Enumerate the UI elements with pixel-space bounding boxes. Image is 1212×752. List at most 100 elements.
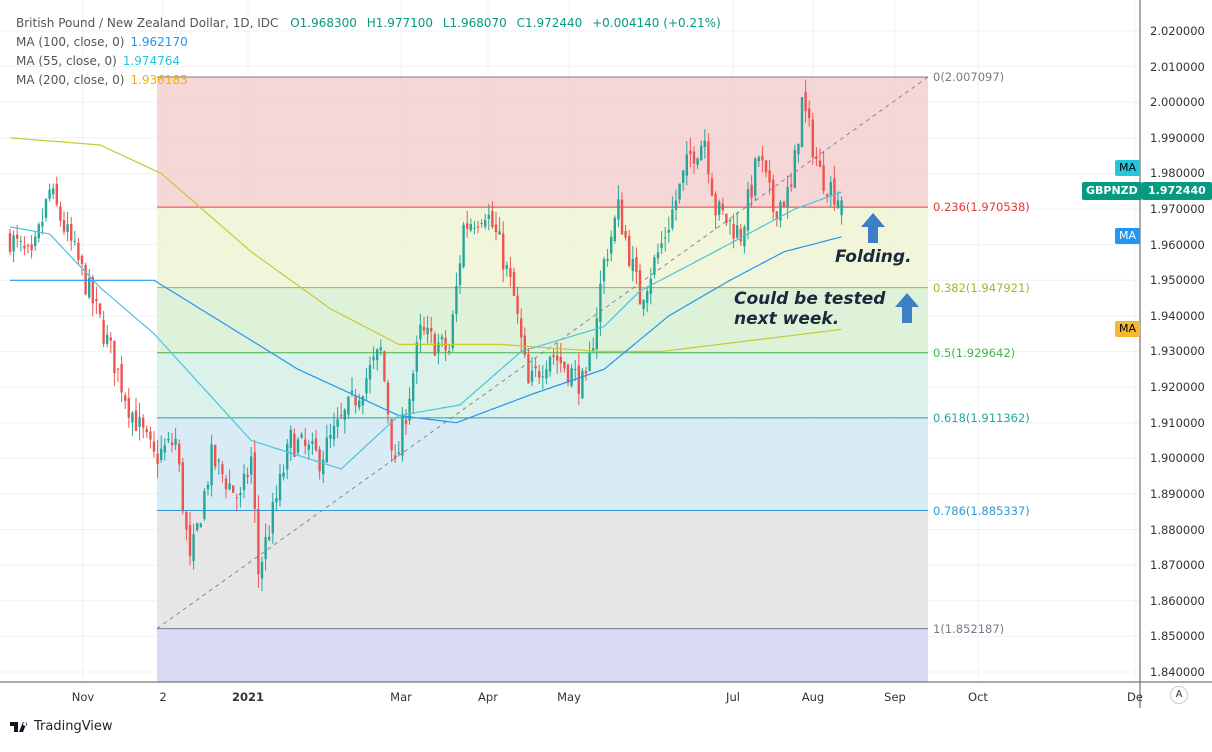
ma200-legend[interactable]: MA (200, close, 0) 1.936183 bbox=[16, 73, 188, 87]
candle-body bbox=[95, 299, 98, 301]
candle-body bbox=[664, 237, 667, 239]
candle-body bbox=[271, 501, 274, 534]
candle-body bbox=[710, 178, 714, 196]
candle-body bbox=[566, 364, 570, 383]
candle-body bbox=[804, 92, 807, 112]
candle-body bbox=[494, 224, 498, 233]
candle-body bbox=[419, 324, 422, 340]
candle-body bbox=[185, 512, 188, 530]
candle-body bbox=[365, 378, 368, 394]
candle-body bbox=[210, 444, 213, 486]
candle-body bbox=[448, 350, 451, 352]
time-tick-label: 2021 bbox=[231, 690, 265, 704]
candle-body bbox=[700, 145, 703, 161]
candle-body bbox=[660, 243, 663, 249]
candle-body bbox=[757, 157, 760, 162]
candle-body bbox=[253, 452, 256, 509]
ma100-price-tag: MA bbox=[1115, 228, 1141, 244]
candle-body bbox=[318, 449, 321, 472]
time-tick-label: Jul bbox=[726, 690, 740, 704]
fib-zone-1 bbox=[157, 628, 928, 682]
tradingview-logo[interactable]: TradingView bbox=[10, 719, 113, 734]
candle-body bbox=[282, 472, 285, 478]
candle-body bbox=[217, 460, 220, 462]
candle-body bbox=[358, 400, 361, 408]
annotation-folding[interactable]: Folding. bbox=[835, 247, 912, 267]
candle-body bbox=[808, 108, 811, 119]
candle-body bbox=[822, 165, 825, 192]
candle-body bbox=[354, 395, 357, 406]
candle-body bbox=[779, 202, 782, 221]
candle-body bbox=[250, 456, 253, 475]
close-value: C1.972440 bbox=[516, 16, 583, 30]
candle-body bbox=[610, 236, 613, 254]
candle-body bbox=[430, 328, 433, 332]
candle-body bbox=[746, 189, 750, 231]
high-value: H1.977100 bbox=[366, 16, 433, 30]
time-tick-label: Oct bbox=[968, 690, 988, 704]
candle-body bbox=[268, 536, 271, 540]
ma55-price-tag: MA bbox=[1115, 160, 1141, 176]
candle-body bbox=[408, 398, 411, 421]
candle-body bbox=[570, 368, 573, 386]
price-tick-label: 1.990000 bbox=[1150, 130, 1205, 145]
candle-body bbox=[678, 183, 681, 200]
candle-body bbox=[764, 160, 768, 173]
candle-body bbox=[48, 189, 51, 199]
candle-body bbox=[98, 303, 102, 315]
candle-body bbox=[343, 409, 346, 420]
candle-body bbox=[624, 231, 627, 238]
candle-body bbox=[286, 443, 289, 470]
ma55-legend[interactable]: MA (55, close, 0) 1.974764 bbox=[16, 54, 180, 68]
auto-scale-button[interactable]: A bbox=[1170, 686, 1188, 704]
candle-body bbox=[37, 224, 40, 239]
candle-body bbox=[116, 368, 120, 370]
candle-body bbox=[440, 336, 444, 340]
fib-zone-0.382 bbox=[157, 287, 928, 353]
candle-body bbox=[376, 349, 379, 361]
price-tick-label: 1.840000 bbox=[1150, 664, 1205, 679]
fib-label-1: 1(1.852187) bbox=[933, 621, 1005, 636]
candle-body bbox=[372, 356, 375, 361]
candle-body bbox=[368, 365, 372, 380]
ma100-line bbox=[10, 236, 842, 424]
candle-body bbox=[16, 234, 19, 239]
candle-body bbox=[221, 464, 224, 475]
annotation-tested[interactable]: Could be tested next week. bbox=[734, 289, 885, 329]
candle-body bbox=[581, 370, 584, 399]
candle-body bbox=[426, 327, 429, 335]
candle-body bbox=[833, 178, 836, 205]
candle-body bbox=[379, 347, 382, 351]
candle-body bbox=[307, 444, 310, 450]
price-tick-label: 1.900000 bbox=[1150, 451, 1205, 466]
price-tick-label: 1.920000 bbox=[1150, 380, 1205, 395]
candle-body bbox=[145, 428, 148, 433]
candle-body bbox=[646, 291, 649, 303]
candle-body bbox=[599, 283, 602, 323]
candle-body bbox=[127, 398, 130, 418]
candle-body bbox=[149, 431, 152, 440]
candle-body bbox=[714, 193, 717, 216]
candle-body bbox=[242, 473, 246, 490]
candle-body bbox=[437, 342, 440, 353]
ma100-legend[interactable]: MA (100, close, 0) 1.962170 bbox=[16, 35, 188, 49]
price-chart[interactable] bbox=[0, 0, 1212, 712]
price-tick-label: 1.890000 bbox=[1150, 486, 1205, 501]
candle-body bbox=[88, 278, 91, 298]
candle-body bbox=[350, 390, 354, 393]
candle-body bbox=[264, 537, 267, 560]
candle-body bbox=[793, 149, 796, 188]
candle-body bbox=[181, 462, 184, 512]
candle-body bbox=[156, 453, 159, 464]
candle-body bbox=[30, 244, 33, 251]
candle-body bbox=[761, 155, 764, 161]
candle-body bbox=[404, 419, 408, 425]
candle-body bbox=[394, 455, 397, 459]
candle-body bbox=[588, 352, 591, 372]
candle-body bbox=[167, 438, 170, 441]
candle-body bbox=[336, 419, 339, 427]
candle-body bbox=[649, 278, 652, 294]
candle-body bbox=[552, 355, 555, 357]
fib-zone-0.618 bbox=[157, 417, 928, 511]
candle-body bbox=[332, 425, 336, 440]
